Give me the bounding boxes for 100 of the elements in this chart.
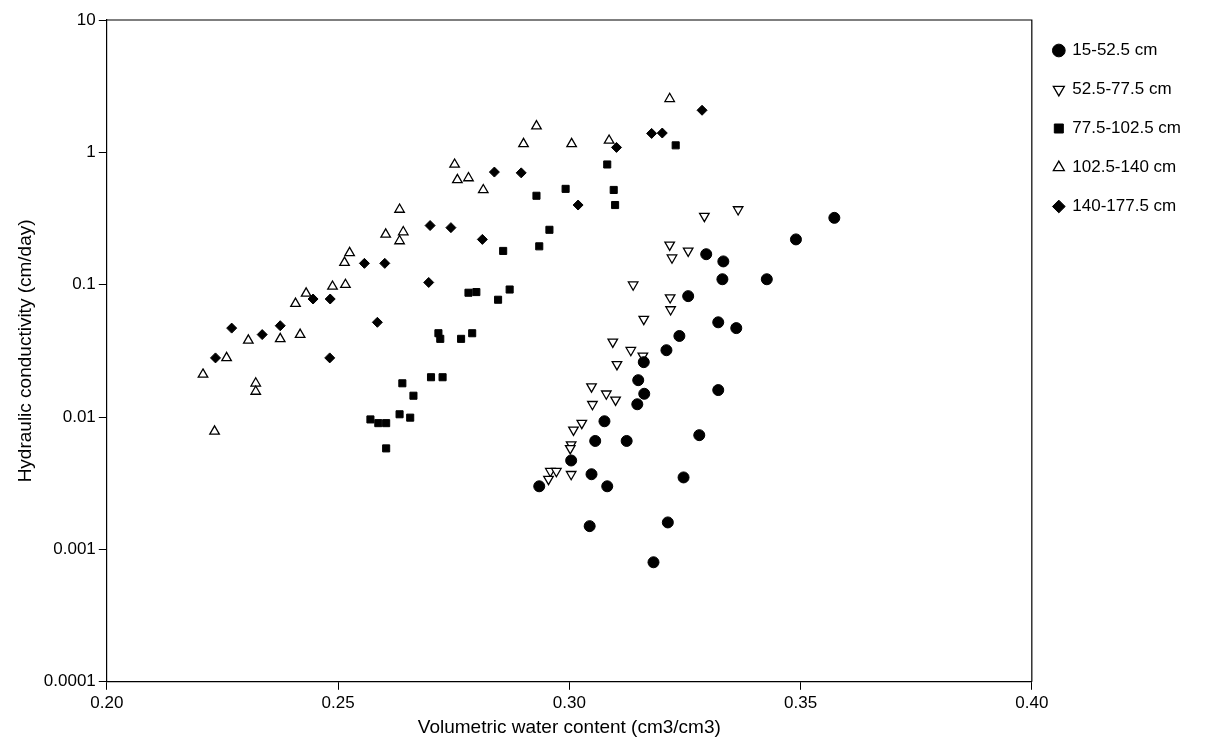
point bbox=[646, 127, 658, 139]
point bbox=[609, 185, 618, 194]
point bbox=[382, 419, 391, 428]
point bbox=[476, 233, 488, 245]
point bbox=[197, 368, 209, 378]
point bbox=[789, 233, 802, 246]
y-tick-label: 0.01 bbox=[62, 406, 96, 426]
point bbox=[661, 516, 674, 529]
point bbox=[226, 322, 238, 334]
point bbox=[610, 396, 621, 406]
point bbox=[565, 454, 578, 467]
point bbox=[700, 248, 713, 261]
point bbox=[632, 374, 645, 387]
point bbox=[660, 344, 673, 357]
point bbox=[550, 467, 562, 478]
point bbox=[627, 281, 639, 291]
point bbox=[488, 166, 500, 178]
point bbox=[394, 234, 405, 245]
point bbox=[426, 373, 436, 382]
y-axis-title: Hydraulic conductivity (cm/day) bbox=[13, 219, 35, 483]
point bbox=[717, 255, 730, 268]
y-tick-label: 0.0001 bbox=[43, 671, 96, 691]
point bbox=[468, 329, 477, 338]
point bbox=[209, 352, 221, 364]
point bbox=[398, 379, 407, 388]
point bbox=[445, 222, 457, 234]
point bbox=[611, 361, 623, 371]
y-tick-label: 0.1 bbox=[72, 274, 96, 294]
point bbox=[730, 322, 743, 335]
point bbox=[589, 434, 602, 447]
point bbox=[760, 273, 773, 286]
point bbox=[638, 387, 651, 400]
point bbox=[543, 475, 554, 486]
point bbox=[274, 320, 286, 332]
point bbox=[436, 334, 445, 343]
point bbox=[300, 287, 312, 297]
point bbox=[358, 257, 370, 269]
point bbox=[494, 295, 503, 304]
point bbox=[637, 356, 650, 369]
point bbox=[716, 273, 729, 286]
point bbox=[250, 385, 262, 395]
point bbox=[664, 241, 676, 252]
point bbox=[693, 429, 706, 442]
x-tick-label: 0.30 bbox=[552, 692, 586, 712]
y-tick-label: 10 bbox=[76, 9, 96, 29]
point bbox=[586, 383, 597, 393]
point bbox=[664, 294, 676, 304]
point bbox=[515, 167, 527, 179]
point bbox=[395, 410, 404, 419]
point bbox=[409, 391, 418, 400]
point bbox=[464, 288, 473, 297]
point bbox=[625, 346, 637, 357]
point bbox=[324, 352, 336, 364]
point bbox=[607, 338, 619, 349]
point bbox=[583, 520, 596, 533]
point bbox=[732, 206, 744, 216]
x-tick-label: 0.40 bbox=[1015, 692, 1049, 712]
point bbox=[631, 398, 644, 411]
x-tick-label: 0.35 bbox=[784, 692, 818, 712]
point bbox=[221, 351, 232, 362]
point bbox=[382, 444, 391, 453]
point bbox=[374, 419, 383, 428]
point bbox=[638, 315, 650, 326]
point bbox=[505, 285, 514, 294]
point bbox=[499, 246, 508, 255]
point bbox=[533, 480, 546, 493]
point bbox=[531, 119, 542, 130]
point bbox=[371, 316, 383, 328]
point bbox=[472, 288, 481, 297]
point bbox=[568, 426, 579, 437]
point bbox=[379, 257, 391, 269]
point bbox=[290, 297, 301, 307]
point bbox=[696, 104, 708, 116]
point bbox=[601, 480, 614, 493]
point bbox=[656, 127, 668, 139]
legend-label: 77.5-102.5 cm bbox=[1072, 118, 1182, 138]
point bbox=[585, 468, 598, 481]
point bbox=[620, 434, 633, 447]
point bbox=[307, 293, 319, 305]
point bbox=[677, 471, 690, 484]
point bbox=[344, 246, 356, 257]
point bbox=[423, 276, 435, 288]
point bbox=[587, 400, 598, 411]
point bbox=[242, 334, 254, 344]
point bbox=[598, 415, 611, 428]
point bbox=[274, 332, 286, 343]
point bbox=[397, 225, 409, 236]
legend-label: 52.5-77.5 cm bbox=[1072, 79, 1172, 99]
point bbox=[682, 290, 695, 303]
point bbox=[561, 184, 570, 193]
point bbox=[380, 228, 392, 238]
point bbox=[294, 328, 306, 338]
point bbox=[712, 316, 725, 329]
point bbox=[449, 158, 461, 168]
point bbox=[518, 137, 529, 148]
point bbox=[406, 413, 415, 422]
point bbox=[339, 256, 350, 266]
point bbox=[209, 425, 220, 435]
point bbox=[673, 329, 686, 342]
legend-label: 140-177.5 cm bbox=[1072, 196, 1177, 216]
